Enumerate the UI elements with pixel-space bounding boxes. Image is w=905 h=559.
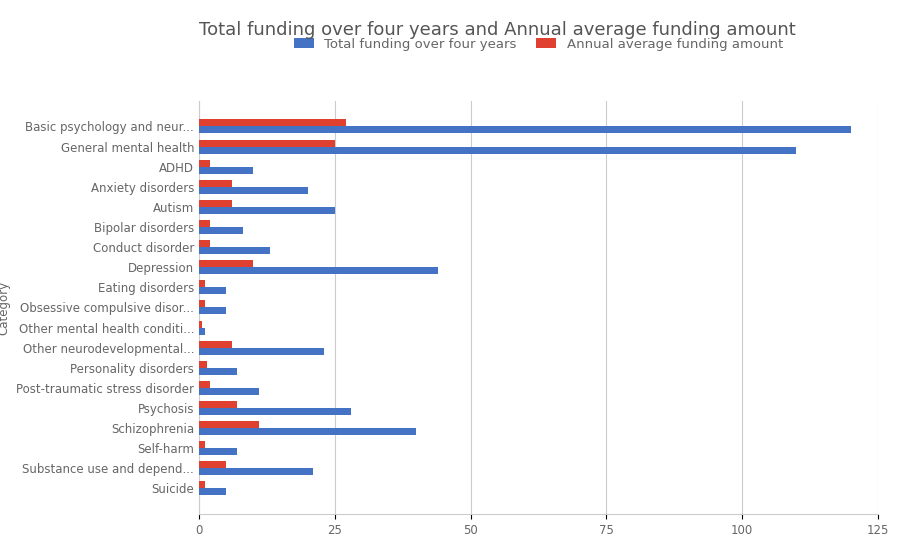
Bar <box>199 220 210 227</box>
Bar <box>199 320 202 328</box>
Bar <box>199 481 205 489</box>
Y-axis label: Category: Category <box>0 281 11 334</box>
Bar <box>199 146 796 154</box>
Bar <box>199 328 205 335</box>
Bar <box>199 240 210 247</box>
Bar <box>199 368 237 375</box>
Bar <box>199 160 210 167</box>
Bar <box>199 441 205 448</box>
Bar <box>199 408 351 415</box>
Bar <box>199 280 205 287</box>
Bar <box>199 180 232 187</box>
Bar <box>199 428 416 435</box>
Bar <box>199 300 205 307</box>
Bar <box>199 361 207 368</box>
Text: Total funding over four years and Annual average funding amount: Total funding over four years and Annual… <box>199 21 795 39</box>
Bar <box>199 461 226 468</box>
Bar <box>199 126 851 134</box>
Bar <box>199 200 232 207</box>
Bar <box>199 468 313 475</box>
Bar <box>199 448 237 455</box>
Bar <box>199 120 346 126</box>
Bar <box>199 348 324 355</box>
Legend: Total funding over four years, Annual average funding amount: Total funding over four years, Annual av… <box>289 33 788 56</box>
Bar <box>199 489 226 495</box>
Bar <box>199 421 259 428</box>
Bar <box>199 247 270 254</box>
Bar <box>199 287 226 295</box>
Bar <box>199 307 226 315</box>
Bar <box>199 260 253 267</box>
Bar <box>199 207 335 214</box>
Bar <box>199 167 253 174</box>
Bar <box>199 140 335 146</box>
Bar <box>199 340 232 348</box>
Bar <box>199 267 438 274</box>
Bar <box>199 227 243 234</box>
Bar <box>199 187 308 194</box>
Bar <box>199 381 210 388</box>
Bar <box>199 401 237 408</box>
Bar <box>199 388 259 395</box>
